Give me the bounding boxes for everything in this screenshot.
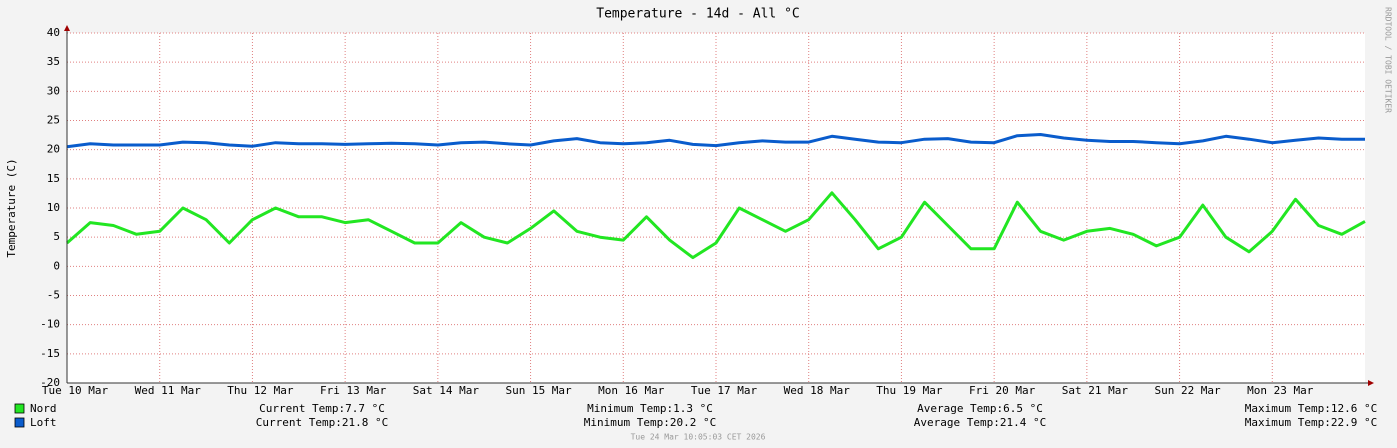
x-tick-label: Sun 22 Mar: [1154, 384, 1221, 397]
grid: [66, 32, 1365, 384]
legend-stat: Maximum Temp:12.6 °C: [1245, 402, 1377, 415]
y-tick-label: 30: [47, 84, 60, 97]
legend-label: Loft: [30, 416, 57, 429]
y-tick-label: 5: [53, 230, 60, 243]
x-tick-label: Sat 21 Mar: [1062, 384, 1129, 397]
x-tick-label: Mon 23 Mar: [1247, 384, 1314, 397]
y-tick-label: -5: [47, 289, 60, 302]
x-tick-label: Wed 11 Mar: [135, 384, 202, 397]
y-tick-label: -10: [40, 318, 60, 331]
y-tick-label: -15: [40, 347, 60, 360]
legend-stat: Maximum Temp:22.9 °C: [1245, 416, 1377, 429]
x-tick-label: Wed 18 Mar: [784, 384, 851, 397]
y-tick-label: 15: [47, 172, 60, 185]
lines: [66, 133, 1366, 260]
legend-swatch: [14, 417, 25, 428]
y-tick-label: 10: [47, 201, 60, 214]
legend-stat: Minimum Temp:1.3 °C: [587, 402, 713, 415]
y-tick-label: 40: [47, 26, 60, 39]
x-tick-label: Mon 16 Mar: [598, 384, 665, 397]
y-tick-label: -20: [40, 376, 60, 389]
x-tick-label: Fri 13 Mar: [320, 384, 387, 397]
x-tick-label: Fri 20 Mar: [969, 384, 1036, 397]
x-tick-label: Tue 10 Mar: [42, 384, 109, 397]
x-tick-label: Sun 15 Mar: [505, 384, 572, 397]
series-line: [66, 133, 1365, 149]
legend-stat: Minimum Temp:20.2 °C: [584, 416, 716, 429]
legend-stat: Current Temp:21.8 °C: [256, 416, 388, 429]
series-line: [66, 191, 1366, 260]
legend: Nord Current Temp:7.7 °C Minimum Temp:1.3 …: [14, 402, 1377, 429]
y-tick-label: 35: [47, 55, 60, 68]
y-axis-label: Temperature (C): [5, 158, 18, 257]
x-tick-label: Thu 12 Mar: [227, 384, 294, 397]
legend-stat: Current Temp:7.7 °C: [259, 402, 385, 415]
y-tick-label: 0: [53, 259, 60, 272]
x-tick-label: Tue 17 Mar: [691, 384, 758, 397]
side-text: RRDTOOL / TOBI OETIKER: [1384, 7, 1393, 113]
x-axis-arrow: [1368, 380, 1374, 386]
legend-swatch: [14, 403, 25, 414]
legend-label: Nord: [30, 402, 57, 415]
y-tick-label: 20: [47, 143, 60, 156]
legend-stat: Average Temp:21.4 °C: [914, 416, 1046, 429]
x-tick-label: Thu 19 Mar: [876, 384, 943, 397]
footer: Tue 24 Mar 10:05:03 CET 2026: [631, 433, 766, 442]
x-tick-label: Sat 14 Mar: [413, 384, 480, 397]
y-tick-label: 25: [47, 114, 60, 127]
y-axis-arrow: [64, 25, 70, 31]
chart-title: Temperature - 14d - All °C: [596, 7, 800, 22]
legend-stat: Average Temp:6.5 °C: [917, 402, 1043, 415]
